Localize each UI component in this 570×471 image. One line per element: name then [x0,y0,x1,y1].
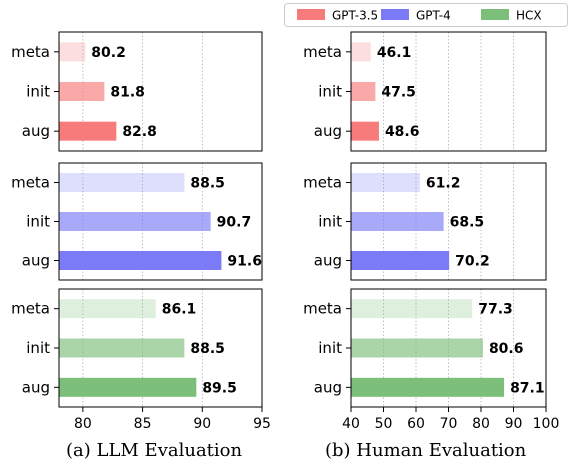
value-label: 70.2 [455,254,490,270]
caption-llm-evaluation: (a) LLM Evaluation [66,440,243,461]
category-label-aug: aug [314,252,342,270]
value-label: 90.7 [217,215,252,231]
category-label-init: init [26,83,50,101]
category-label-init: init [26,339,50,357]
bar-hcx-aug [351,377,505,397]
bar-gpt-3-5-meta [59,42,86,62]
panel-frame [58,162,263,281]
bar-hcx-aug [59,377,197,397]
legend-label-gpt-4: GPT-4 [416,9,451,23]
category-label-aug: aug [22,252,50,270]
bar-gpt-4-init [351,212,444,231]
legend-swatch-gpt-3-5 [297,9,325,20]
bar-gpt-3-5-aug [351,121,379,141]
llm-panel-hcx: 86.1 meta 88.5 init 89.5 aug [11,288,263,408]
x-tick-label: 40 [342,416,360,432]
human-panel-gpt-3-5: 46.1 meta 47.5 init 48.6 aug [303,31,547,152]
value-label: 91.6 [227,254,262,270]
category-label-meta: meta [303,174,342,192]
bar-hcx-init [59,338,185,358]
panel-frame [350,31,547,152]
bar-hcx-init [351,338,483,358]
bar-gpt-3-5-meta [351,42,371,62]
human-panel-gpt-4: 61.2 meta 68.5 init 70.2 aug [303,162,547,281]
category-label-meta: meta [11,43,50,61]
caption-human-evaluation: (b) Human Evaluation [325,440,527,461]
value-label: 89.5 [202,380,237,396]
panel-frame [350,162,547,281]
category-label-meta: meta [11,300,50,318]
value-label: 88.5 [190,176,225,192]
bar-gpt-3-5-init [59,82,105,101]
value-label: 88.5 [190,341,225,357]
value-label: 81.8 [110,85,145,101]
value-label: 87.1 [510,380,545,396]
bar-hcx-meta [351,299,473,319]
bar-gpt-4-init [59,212,211,231]
x-tick-label: 85 [134,416,152,432]
llm-x-axis: 80 85 90 95 [74,407,271,432]
bar-gpt-4-meta [59,173,185,192]
value-label: 61.2 [426,176,461,192]
category-label-init: init [318,213,342,231]
category-label-meta: meta [303,300,342,318]
value-label: 77.3 [478,302,513,318]
bar-gpt-3-5-init [351,82,376,101]
x-tick-label: 90 [505,416,523,432]
category-label-init: init [318,339,342,357]
value-label: 80.6 [489,341,524,357]
panel-frame [58,31,263,152]
legend-swatch-hcx [481,9,509,20]
category-label-init: init [318,83,342,101]
bar-hcx-meta [59,299,156,319]
legend-swatch-gpt-4 [381,9,409,20]
category-label-meta: meta [11,174,50,192]
bar-gpt-4-meta [351,173,420,192]
legend-label-gpt-3-5: GPT-3.5 [332,9,378,23]
category-label-aug: aug [22,378,50,396]
x-tick-label: 95 [253,416,271,432]
x-tick-label: 80 [74,416,92,432]
category-label-meta: meta [303,43,342,61]
value-label: 68.5 [450,215,485,231]
category-label-aug: aug [314,378,342,396]
bar-gpt-4-aug [59,251,222,270]
category-label-aug: aug [22,122,50,140]
x-tick-label: 100 [533,416,560,432]
bar-gpt-4-aug [351,251,450,270]
category-label-init: init [26,213,50,231]
llm-panel-gpt-3-5: 80.2 meta 81.8 init 82.8 aug [11,31,263,152]
legend-label-hcx: HCX [516,9,542,23]
x-tick-label: 90 [193,416,211,432]
x-tick-label: 70 [440,416,458,432]
value-label: 80.2 [91,45,126,61]
chart-panels: 80.2 meta 81.8 init 82.8 aug 88.5 meta 90.7 init 9… [11,31,559,432]
human-panel-hcx: 77.3 meta 80.6 init 87.1 aug [303,288,547,408]
x-tick-label: 60 [407,416,425,432]
value-label: 48.6 [385,124,420,140]
category-label-aug: aug [314,122,342,140]
value-label: 86.1 [162,302,197,318]
human-x-axis: 40 50 60 70 80 90 100 [342,407,559,432]
x-tick-label: 80 [472,416,490,432]
llm-panel-gpt-4: 88.5 meta 90.7 init 91.6 aug [11,162,263,281]
value-label: 82.8 [122,124,157,140]
value-label: 46.1 [377,45,412,61]
x-tick-label: 50 [375,416,393,432]
value-label: 47.5 [381,85,416,101]
panel-frame [58,288,263,408]
legend: GPT-3.5 GPT-4 HCX [284,3,568,27]
bar-gpt-3-5-aug [59,121,117,141]
